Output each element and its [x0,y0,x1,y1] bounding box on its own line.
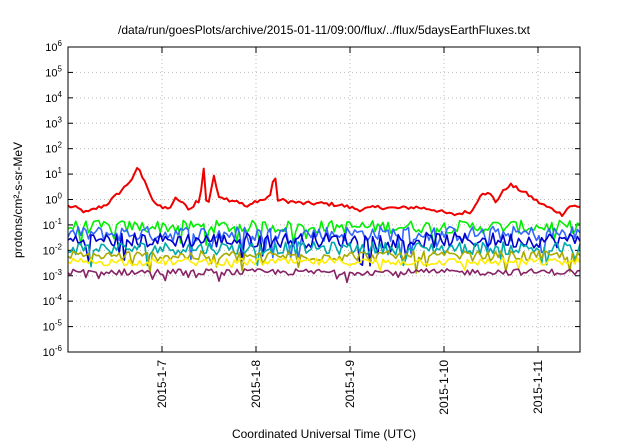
y-axis-label: protons/cm²-s-sr-MeV [11,142,25,258]
plot-area: 10-6 10-5 10-4 10-3 10-2 10-1 100 101 102 103 104 1… [43,39,581,415]
y-tick-label: 101 [45,166,62,181]
y-tick-label: 10-6 [43,344,63,359]
x-tick-label: 2015-1-10 [437,360,451,415]
y-tick-label: 10-5 [43,319,63,334]
x-tick-label: 2015-1-9 [343,360,357,408]
series-line-0 [67,167,581,217]
series-line-2 [67,225,581,261]
series-line-6 [67,257,581,273]
series-line-7 [67,268,581,284]
series-line-4 [67,241,581,268]
plot-frame [67,46,581,353]
series-line-5 [67,250,581,274]
chart-title: /data/run/goesPlots/archive/2015-01-11/0… [118,23,531,37]
x-axis-ticks: 2015-1-7 2015-1-8 2015-1-9 2015-1-10 2015-1-… [155,47,545,415]
y-tick-label: 104 [45,90,62,105]
y-tick-label: 106 [45,39,62,54]
y-tick-label: 10-3 [43,268,63,283]
series-line-1 [67,219,581,249]
y-tick-label: 103 [45,115,62,130]
x-axis-label: Coordinated Universal Time (UTC) [232,427,416,441]
x-tick-label: 2015-1-7 [155,360,169,408]
series-line-3 [67,231,581,267]
y-tick-label: 102 [45,141,62,156]
y-tick-label: 10-4 [43,293,63,308]
x-tick-label: 2015-1-11 [531,360,545,414]
series-lines [67,167,581,284]
grid [68,46,580,353]
y-tick-label: 10-1 [43,217,63,232]
y-tick-label: 105 [45,64,62,79]
x-tick-label: 2015-1-8 [249,360,263,408]
y-tick-label: 100 [45,192,62,207]
y-tick-label: 10-2 [43,242,63,257]
